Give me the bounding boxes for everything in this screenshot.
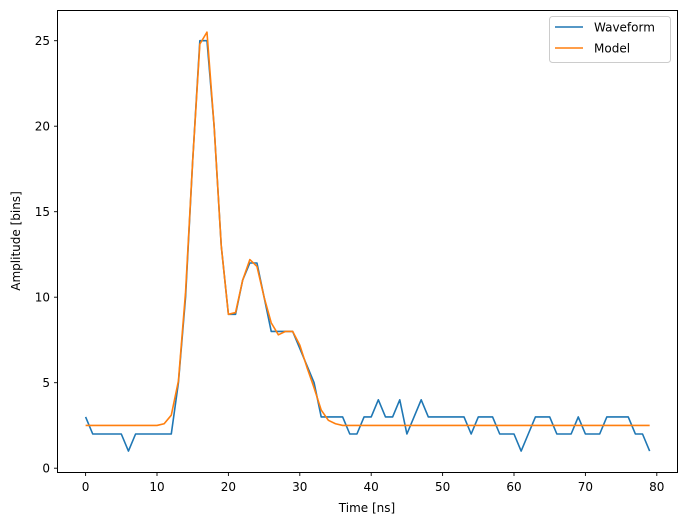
y-tick-label: 25 (35, 34, 50, 48)
y-tick-label: 5 (42, 376, 50, 390)
plot-lines (84, 31, 651, 452)
y-tick-label: 20 (35, 120, 50, 134)
x-tick-label: 50 (435, 480, 450, 494)
x-tick-label: 0 (82, 480, 90, 494)
x-tick-label: 20 (221, 480, 236, 494)
x-axis-label: Time [ns] (338, 501, 395, 515)
y-axis-ticks: 0 5 10 15 20 25 (35, 34, 58, 476)
x-tick-label: 60 (506, 480, 521, 494)
x-tick-label: 70 (578, 480, 593, 494)
legend-box (549, 16, 671, 63)
y-axis-label: Amplitude [bins] (9, 191, 23, 290)
plot-frame (57, 10, 678, 473)
x-axis-ticks: 0 10 20 30 40 50 60 70 80 (82, 472, 664, 494)
x-tick-label: 80 (649, 480, 664, 494)
y-tick-label: 0 (42, 462, 50, 476)
y-tick-label: 15 (35, 205, 50, 219)
x-tick-label: 40 (364, 480, 379, 494)
x-tick-label: 10 (149, 480, 164, 494)
y-tick-label: 10 (35, 291, 50, 305)
legend: Waveform Model (549, 16, 671, 63)
x-tick-label: 30 (292, 480, 307, 494)
series-line-model (85, 31, 650, 427)
legend-label-waveform: Waveform (594, 21, 655, 35)
legend-label-model: Model (594, 42, 630, 56)
